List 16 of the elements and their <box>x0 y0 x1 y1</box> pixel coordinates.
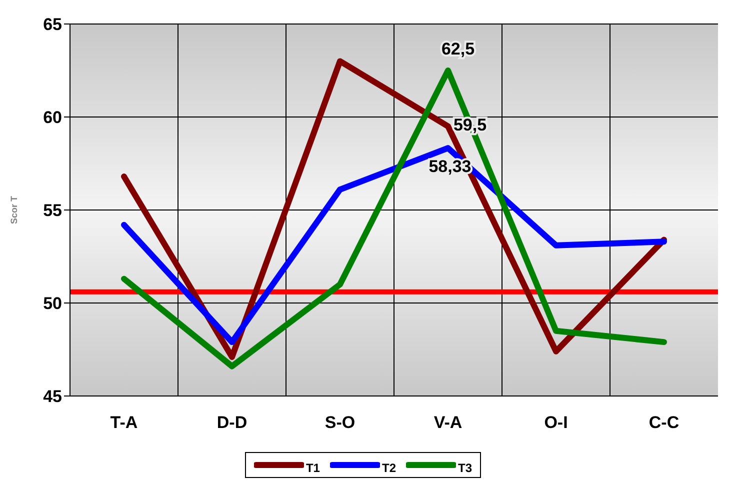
x-tick-label: S-O <box>324 413 356 432</box>
x-tick-label: V-A <box>434 413 462 432</box>
data-label: 62,5 <box>441 40 475 58</box>
y-tick-label: 50 <box>43 294 62 314</box>
y-axis-title: Scor T <box>9 196 20 224</box>
x-tick-label: T-A <box>110 413 138 432</box>
legend-label: T3 <box>458 461 472 475</box>
legend-label: T1 <box>306 461 320 475</box>
y-tick-label: 45 <box>43 387 62 406</box>
x-tick-label: C-C <box>648 413 680 432</box>
y-tick-label: 60 <box>43 108 62 128</box>
x-tick-label: O-I <box>544 413 568 432</box>
y-tick-label: 55 <box>43 201 62 220</box>
x-tick-label: D-D <box>216 413 248 432</box>
y-tick-label: 65 <box>43 15 62 34</box>
legend-label: T2 <box>382 461 396 475</box>
